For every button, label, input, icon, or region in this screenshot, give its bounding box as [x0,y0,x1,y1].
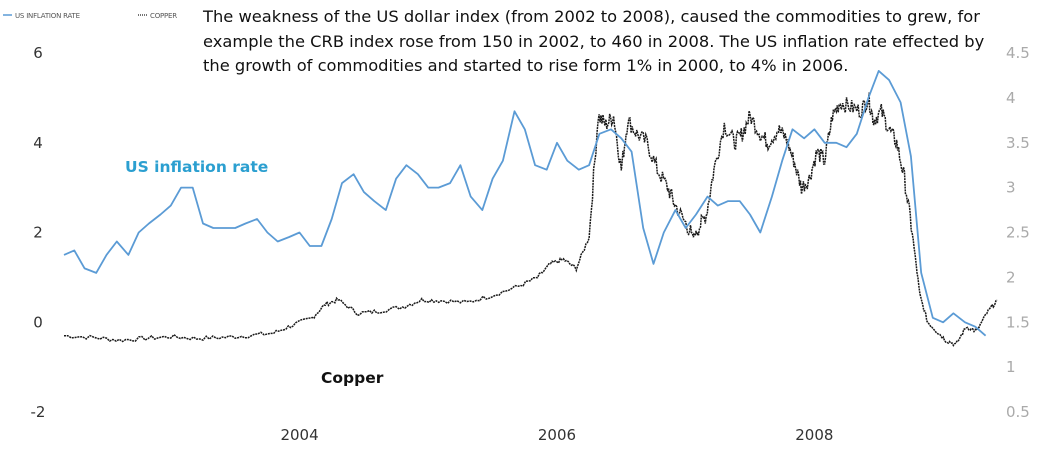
left-tick-label: -2 [31,403,46,421]
legend: US INFLATION RATE COPPER [3,12,177,20]
left-tick-label: 2 [33,224,43,242]
copper-series-label: Copper [321,369,384,387]
annotation-line-3: the growth of commodities and started to… [203,56,848,75]
right-tick-label: 2 [1006,268,1016,286]
right-tick-label: 3 [1006,179,1016,197]
left-tick-label: 4 [33,134,43,152]
inflation-series-label: US inflation rate [125,158,268,176]
right-tick-label: 1.5 [1006,313,1030,331]
annotation-line-1: The weakness of the US dollar index (fro… [202,7,980,26]
copper-line [63,92,998,347]
legend-inflation-label: US INFLATION RATE [15,12,80,20]
right-axis-ticks: 4.5 4 3.5 3 2.5 2 1.5 1 0.5 [1006,44,1030,421]
x-tick-label: 2004 [280,426,318,444]
left-axis-ticks: 6 4 2 0 -2 [31,44,46,421]
x-tick-label: 2008 [795,426,833,444]
left-tick-label: 0 [33,313,43,331]
right-tick-label: 4.5 [1006,44,1030,62]
right-tick-label: 1 [1006,358,1016,376]
x-tick-label: 2006 [538,426,576,444]
x-axis-ticks: 2004 2006 2008 [280,426,833,444]
series-layer [63,70,998,347]
right-tick-label: 0.5 [1006,403,1030,421]
right-tick-label: 4 [1006,89,1016,107]
left-tick-label: 6 [33,44,43,62]
inflation-line [63,70,987,337]
annotation: The weakness of the US dollar index (fro… [202,7,985,75]
right-tick-label: 2.5 [1006,224,1030,242]
annotation-line-2: example the CRB index rose from 150 in 2… [203,32,985,51]
legend-copper-label: COPPER [150,12,177,20]
right-tick-label: 3.5 [1006,134,1030,152]
